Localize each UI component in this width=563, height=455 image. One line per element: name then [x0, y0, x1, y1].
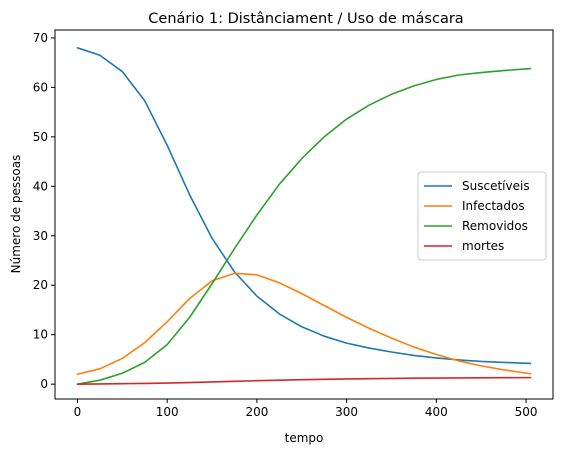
y-tick-label: 60: [33, 80, 48, 94]
y-tick-label: 20: [33, 278, 48, 292]
legend-label-4: mortes: [462, 239, 504, 253]
y-tick-label: 10: [33, 328, 48, 342]
y-tick-label: 40: [33, 179, 48, 193]
y-axis-ticks: 0 10 20 30 40 50 60 70: [33, 31, 55, 391]
x-tick-label: 0: [74, 405, 82, 419]
y-tick-label: 70: [33, 31, 48, 45]
series-line-2: [76, 272, 532, 376]
series-line-3: [76, 67, 532, 385]
legend: Suscetíveis Infectados Removidos mortes: [417, 171, 547, 261]
y-tick-label: 50: [33, 130, 48, 144]
x-axis-ticks: 0 100 200 300 400 500: [74, 399, 538, 419]
plot-area: 0 100 200 300 400 500 0 10 20 30 40 50 60 70: [33, 29, 554, 419]
chart-title: Cenário 1: Distânciament / Uso de máscar…: [148, 11, 463, 27]
series-layer: [76, 47, 532, 385]
x-axis-label: tempo: [285, 431, 324, 445]
y-axis-label: Número de pessoas: [9, 155, 23, 274]
x-tick-label: 100: [156, 405, 179, 419]
x-tick-label: 200: [245, 405, 268, 419]
x-tick-label: 500: [515, 405, 538, 419]
series-line-4: [76, 376, 532, 385]
legend-label-3: Removidos: [462, 219, 528, 233]
x-tick-label: 400: [425, 405, 448, 419]
y-tick-label: 0: [40, 377, 48, 391]
y-tick-label: 30: [33, 229, 48, 243]
legend-label-1: Suscetíveis: [462, 179, 530, 193]
legend-label-2: Infectados: [462, 199, 525, 213]
legend-box: [417, 171, 547, 261]
plot-frame: [54, 29, 554, 400]
x-tick-label: 300: [335, 405, 358, 419]
